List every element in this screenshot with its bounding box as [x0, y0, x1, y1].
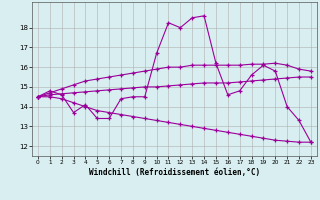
X-axis label: Windchill (Refroidissement éolien,°C): Windchill (Refroidissement éolien,°C) — [89, 168, 260, 177]
